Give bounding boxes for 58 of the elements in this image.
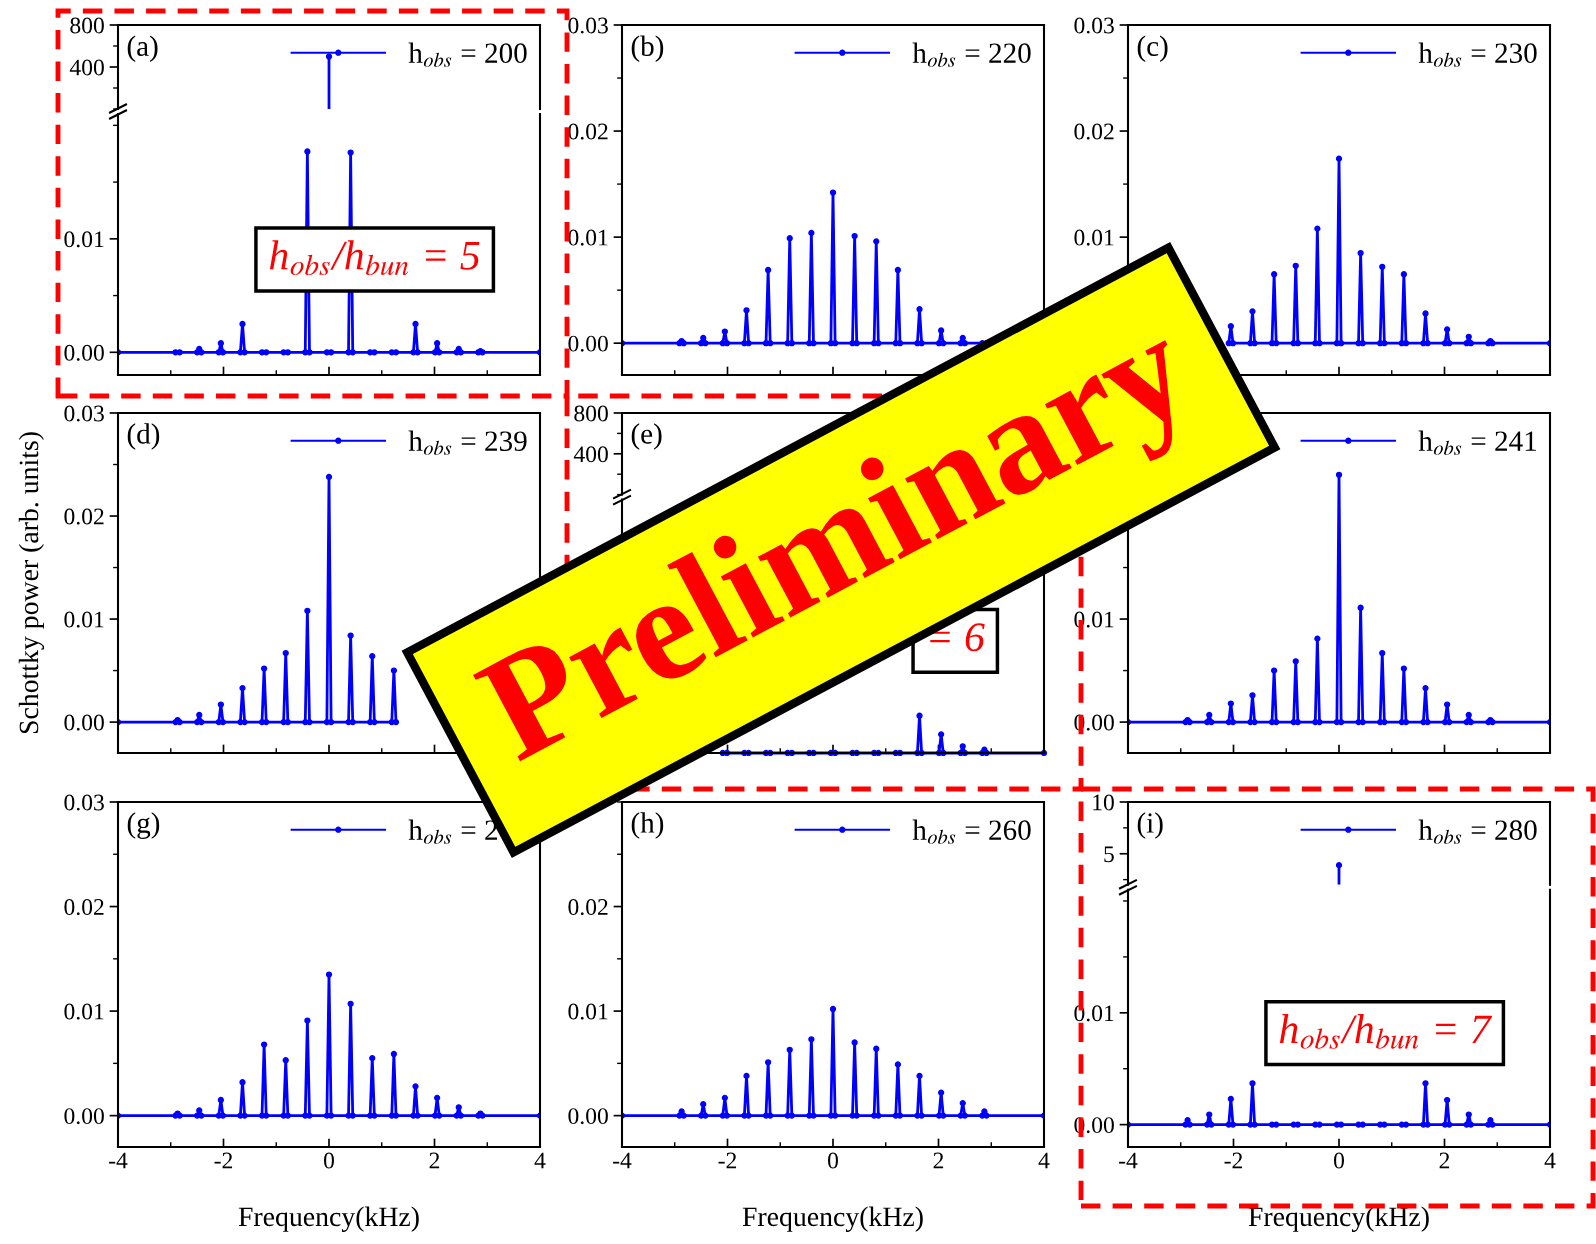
y-tick-label: 0.01 [568,1003,608,1020]
y-tick-label: 0.01 [568,229,608,246]
annotation: (d) [127,423,160,450]
y-tick-label: 0.02 [64,508,104,525]
y-tick-label: 0.03 [568,17,608,34]
annotation: (b) [631,35,664,62]
y-tick-label: 10 [1093,794,1114,811]
annotation: (i) [1137,812,1163,839]
x-axis-title: Frequency(kHz) [742,1206,923,1232]
y-tick-label: 400 [69,59,104,76]
x-axis-title: Frequency(kHz) [238,1206,419,1232]
y-tick-label: 0.02 [568,899,608,916]
annotation: h$_{obs}$/h$_{bun}$ = 7 [1279,1014,1493,1049]
x-tick-label: 2 [1439,1152,1450,1169]
x-tick-label: -2 [214,1152,233,1169]
y-tick-label: 0.01 [64,1003,104,1020]
x-tick-label: 0 [1334,1152,1344,1169]
y-tick-label: 0.01 [64,611,104,628]
legend-label: h$_{obs}$ = 230 [1418,42,1537,67]
y-tick-label: 0.01 [1074,1005,1114,1022]
y-tick-label: 5 [1104,846,1114,863]
y-tick-label: 0.03 [64,794,104,811]
y-tick-label: 0.01 [64,231,104,248]
x-axis-title: Frequency(kHz) [1248,1206,1429,1232]
y-tick-label: 0.02 [1074,123,1114,140]
x-tick-label: 0 [828,1152,838,1169]
annotation: (a) [127,35,158,62]
annotation: (c) [1137,35,1168,62]
legend-label: h$_{obs}$ = 241 [1418,430,1537,455]
y-tick-label: 0.01 [1074,229,1114,246]
legend-label: h$_{obs}$ = 280 [1418,819,1537,844]
annotation: (g) [127,812,160,839]
y-tick-label: 0.00 [64,1108,104,1125]
annotation: (h) [631,812,664,839]
legend-label: h$_{obs}$ = 220 [912,42,1031,67]
x-tick-label: -4 [613,1152,632,1169]
x-tick-label: -2 [1224,1152,1243,1169]
x-tick-label: -4 [109,1152,128,1169]
annotation: h$_{obs}$/h$_{bun}$ = 5 [269,240,480,276]
x-tick-label: -2 [718,1152,737,1169]
y-tick-label: 0.00 [64,714,104,731]
x-tick-label: 4 [1038,1152,1050,1169]
x-tick-label: -4 [1119,1152,1138,1169]
y-tick-label: 0.02 [64,899,104,916]
x-tick-label: 2 [933,1152,944,1169]
legend-label: h$_{obs}$ = 200 [408,42,527,67]
x-tick-label: 2 [429,1152,440,1169]
y-tick-label: 0.02 [568,123,608,140]
y-tick-label: 0.03 [1074,17,1114,34]
y-tick-label: 0.00 [568,1108,608,1125]
y-tick-label: 0.00 [64,344,104,361]
x-tick-label: 4 [1544,1152,1556,1169]
y-tick-label: 800 [70,17,104,34]
y-tick-label: 0.03 [64,405,104,422]
x-tick-label: 4 [534,1152,546,1169]
x-tick-label: 0 [324,1152,334,1169]
legend-label: h$_{obs}$ = 260 [912,819,1031,844]
y-axis-title: Schottky power (arb. units) [18,432,45,734]
